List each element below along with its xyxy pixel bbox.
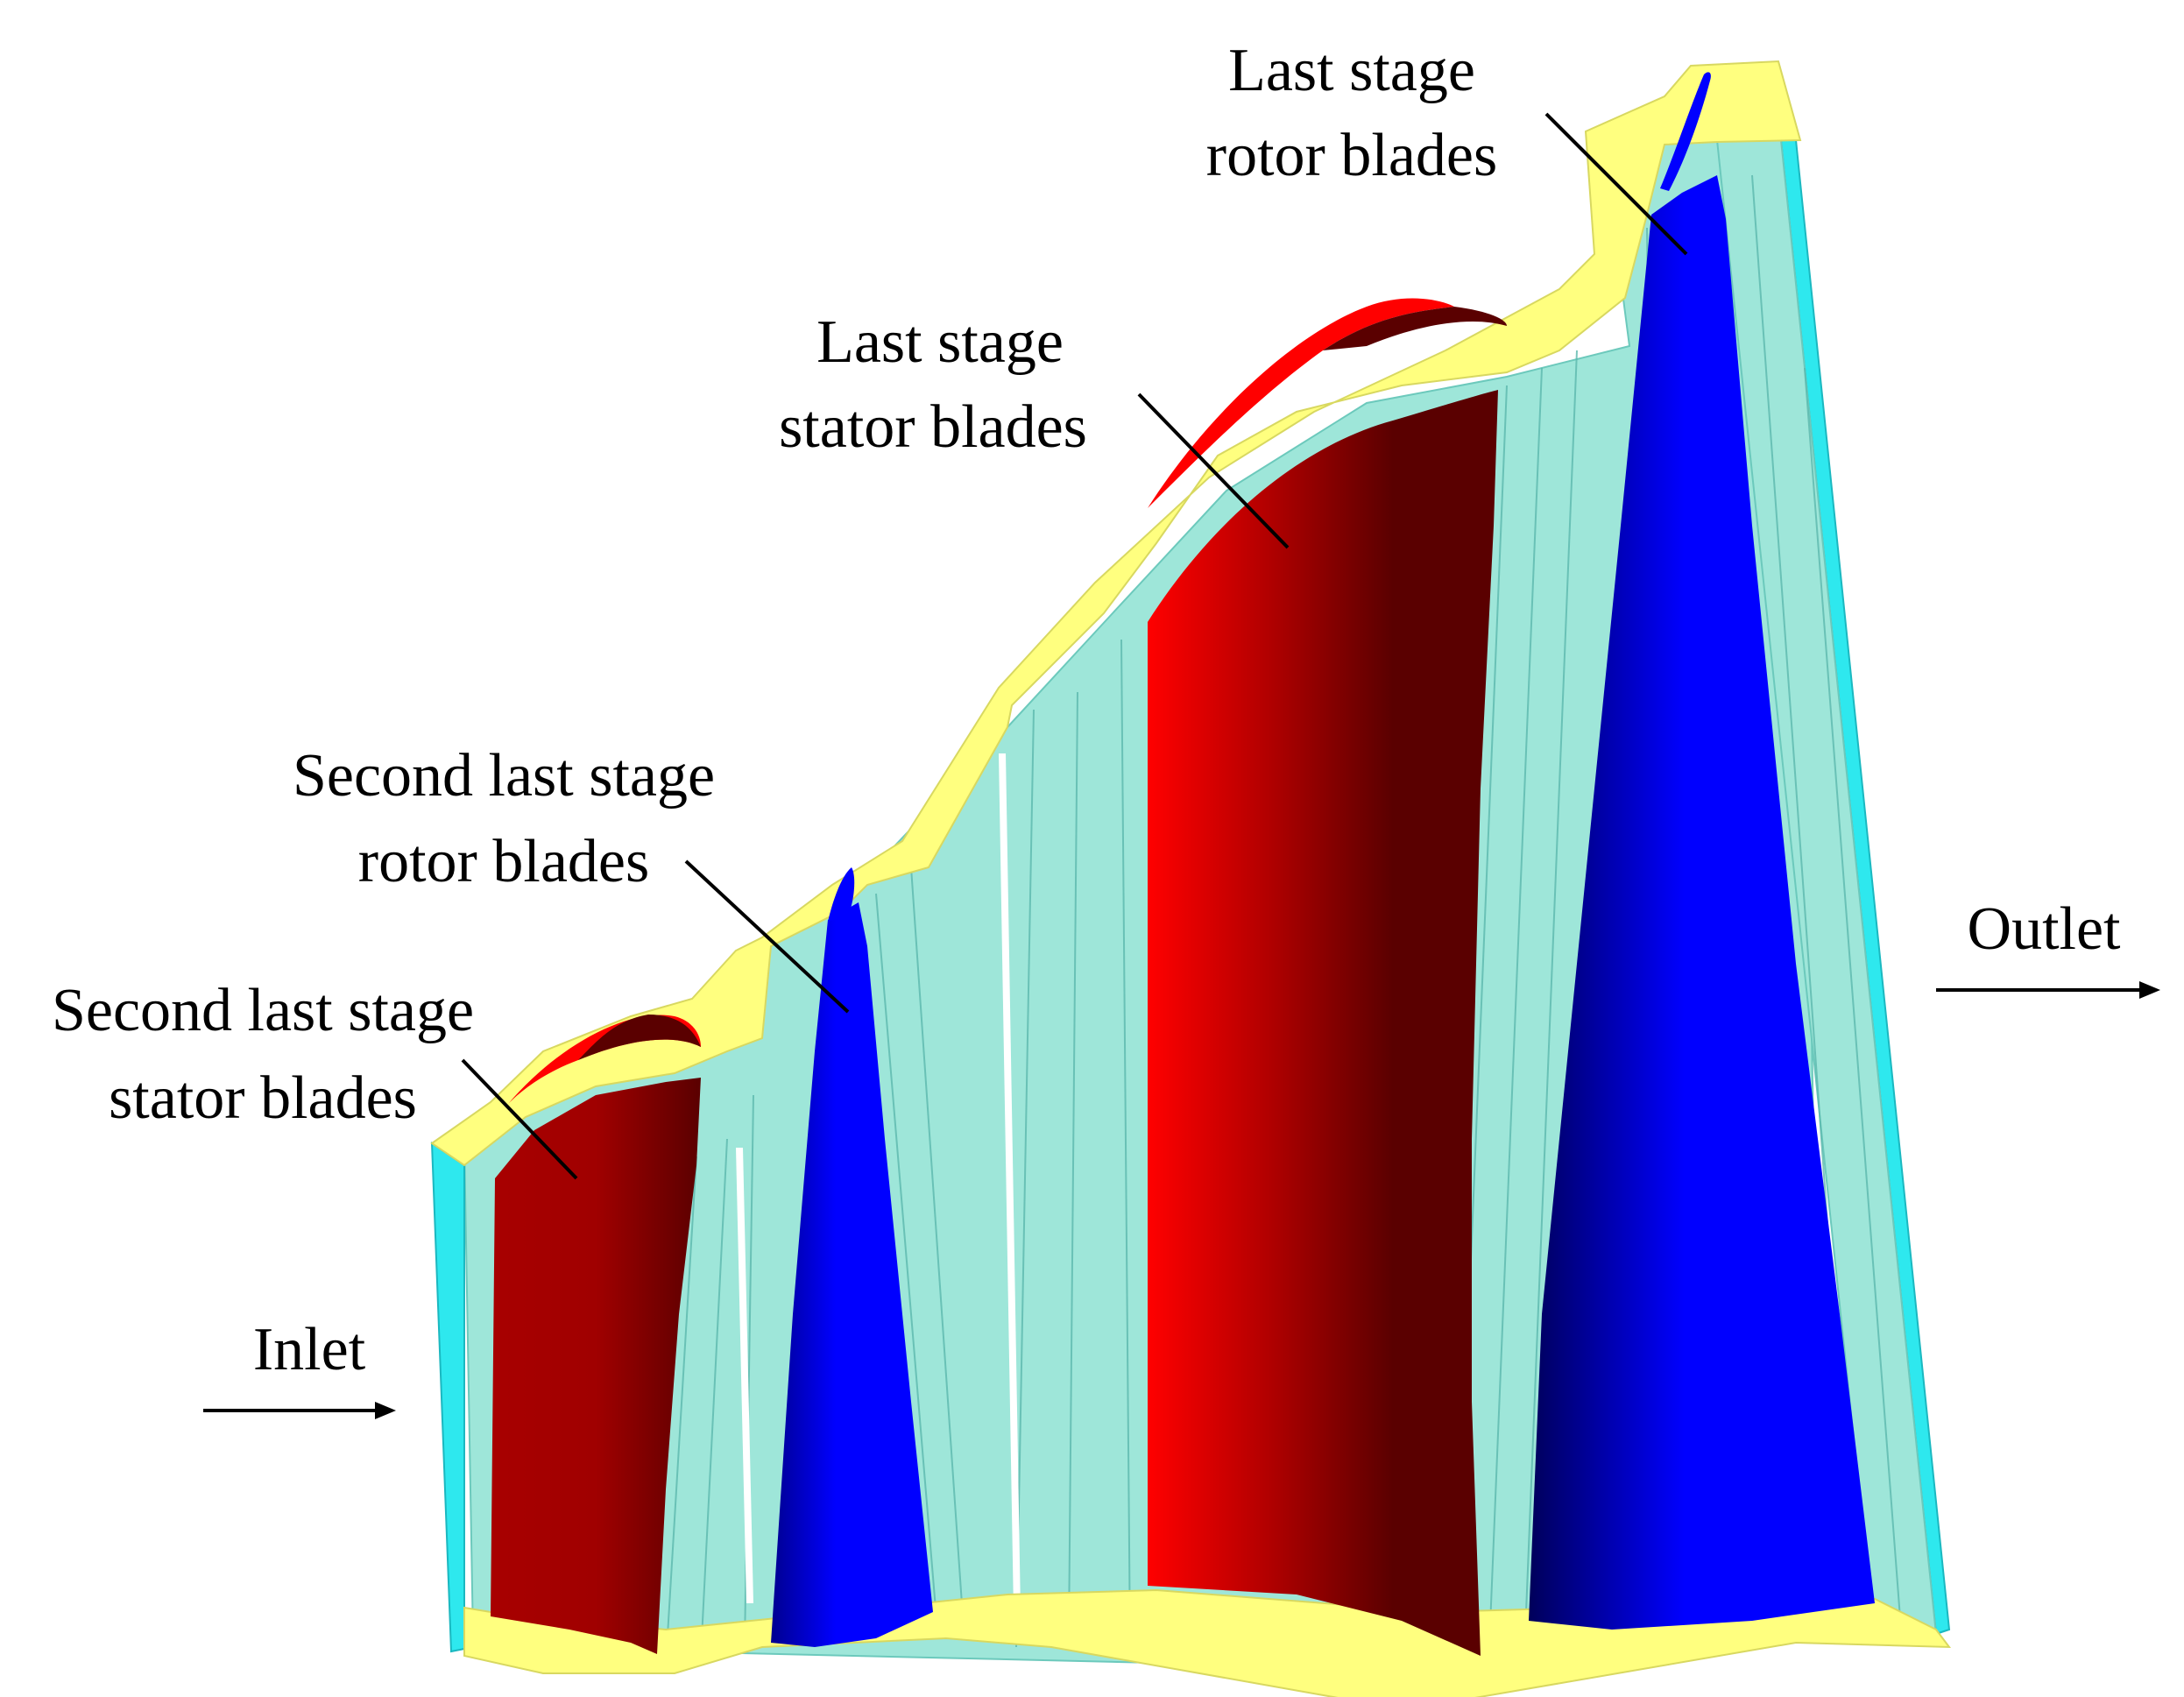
inlet-face — [432, 1143, 464, 1651]
last-stator-blade — [1148, 390, 1498, 1656]
label-second-stator-line1: Second last stage — [52, 977, 474, 1044]
label-last-rotor-line2: rotor blades — [1206, 122, 1497, 189]
outlet-arrow — [1936, 981, 2160, 999]
label-second-stator: Second last stage stator blades — [52, 977, 474, 1132]
inlet-arrow — [203, 1402, 396, 1419]
outlet-label: Outlet — [1968, 895, 2122, 963]
label-last-stator-line2: stator blades — [779, 393, 1087, 461]
label-second-rotor-line2: rotor blades — [358, 828, 649, 895]
label-second-stator-line2: stator blades — [109, 1064, 417, 1132]
label-second-rotor: Second last stage rotor blades — [293, 742, 715, 895]
label-last-rotor-line1: Last stage — [1228, 37, 1475, 104]
label-second-rotor-line1: Second last stage — [293, 742, 715, 810]
inlet-label: Inlet — [253, 1316, 366, 1383]
label-last-stator-line1: Last stage — [816, 308, 1064, 376]
label-last-rotor: Last stage rotor blades — [1206, 37, 1497, 189]
label-last-stator: Last stage stator blades — [779, 308, 1087, 461]
